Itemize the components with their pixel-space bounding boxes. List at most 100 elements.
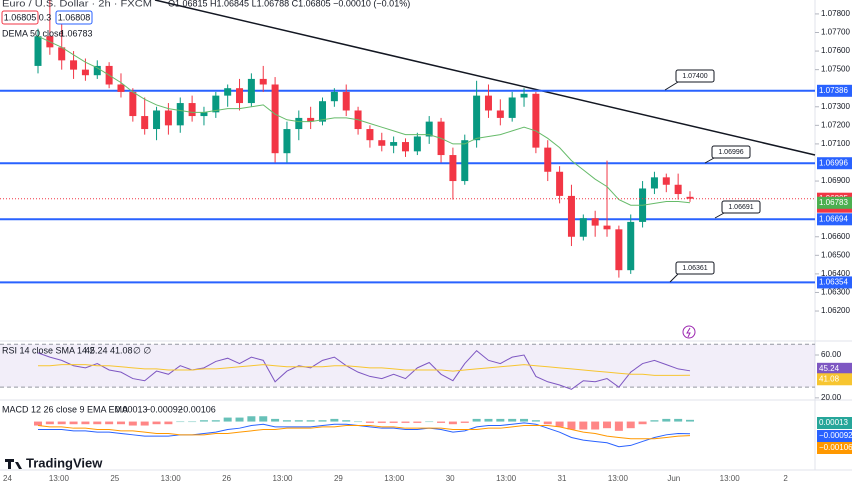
x-tick-label: 31 <box>558 474 567 483</box>
y-tick-label: 1.07300 <box>821 102 850 111</box>
macd-histogram-bar <box>460 421 469 423</box>
macd-histogram-bar <box>650 420 659 422</box>
candle-body <box>164 110 172 126</box>
macd-histogram-bar <box>638 421 647 425</box>
macd-label: −0.00092 <box>819 431 852 440</box>
level-label: 1.06996 <box>819 158 848 167</box>
macd-histogram-bar <box>128 421 137 426</box>
callout-text: 1.07400 <box>682 73 707 80</box>
macd-histogram-bar <box>294 420 303 422</box>
candle-body <box>662 177 670 185</box>
macd-signal-label: −0.00106 <box>819 443 852 452</box>
rsi-band <box>0 344 815 388</box>
macd-histogram-bar <box>686 419 694 422</box>
candle-body <box>176 103 184 126</box>
candle-body <box>532 93 540 148</box>
y-tick-label: 1.07600 <box>821 46 850 55</box>
candle-body <box>259 78 267 85</box>
brand-name: TradingView <box>26 455 103 470</box>
x-tick-label: 26 <box>222 474 231 483</box>
dema-value: 1.06783 <box>60 28 93 38</box>
callout-leader <box>704 157 715 164</box>
macd-histogram-bar <box>389 421 398 423</box>
candle-body <box>591 218 599 226</box>
x-tick-label: 29 <box>334 474 343 483</box>
callout-leader <box>669 273 679 283</box>
x-tick-label: 2 <box>783 474 788 483</box>
x-tick-label: 13:00 <box>161 474 182 483</box>
flash-icon[interactable] <box>682 325 696 339</box>
candle-body <box>330 91 338 102</box>
trend-line <box>154 0 816 156</box>
x-tick-label: 13:00 <box>384 474 405 483</box>
callout-text: 1.06361 <box>682 265 707 272</box>
rsi-line <box>37 350 691 390</box>
candle-body <box>556 171 564 196</box>
candle-body <box>544 147 552 172</box>
macd-histogram-bar <box>223 417 232 422</box>
y-tick-label: 1.06300 <box>821 288 850 297</box>
y-tick-label: 1.07100 <box>821 139 850 148</box>
macd-histogram-bar <box>342 420 351 422</box>
candle-body <box>141 116 149 130</box>
candle-body <box>627 221 635 271</box>
macd-histogram-bar <box>354 421 363 423</box>
rsi-sma-value: 41.08 <box>110 345 133 355</box>
rsi-label: 45.24 <box>819 364 840 373</box>
x-tick-label: 24 <box>3 474 12 483</box>
macd-histogram-bar <box>401 421 410 423</box>
x-tick-label: 13:00 <box>608 474 629 483</box>
macd-histogram-bar <box>484 418 493 422</box>
candle-body <box>449 155 457 182</box>
level-label-bg <box>817 84 852 97</box>
y-tick-label: 1.06200 <box>821 306 850 315</box>
candle-body <box>425 121 433 137</box>
macd-histogram-bar <box>330 418 339 422</box>
macd-histogram-bar <box>543 421 552 425</box>
candle-body <box>461 140 469 182</box>
rsi-value: 45.24 <box>85 345 108 355</box>
rsi-label: 41.08 <box>819 374 840 383</box>
rsi-extra: ∅ ∅ <box>133 345 151 355</box>
macd-histogram-bar <box>235 417 244 422</box>
macd-line <box>37 425 691 440</box>
candle-body <box>117 84 125 92</box>
sell-box[interactable] <box>1 10 39 25</box>
candle-body <box>224 88 232 96</box>
candle-body <box>81 69 89 76</box>
candle-body <box>615 229 623 271</box>
candle-body <box>520 93 528 98</box>
spread: 0.3 <box>39 12 52 22</box>
candle-body <box>70 60 78 70</box>
candle-body <box>378 140 386 146</box>
level-label: 1.07386 <box>819 86 848 95</box>
rsi-label-bg <box>817 362 852 375</box>
macd-title: MACD 12 26 close 9 EMA EMA <box>2 404 128 414</box>
macd-signal-label-bg <box>817 442 852 454</box>
macd-histogram-bar <box>626 421 635 429</box>
candle-body <box>236 88 244 104</box>
symbol-title-visible: Euro / U.S. Dollar · 2h · FXCM <box>2 0 152 8</box>
candle-body <box>390 142 398 146</box>
y-tick-label: 60.00 <box>821 350 842 359</box>
macd-histogram-bar <box>152 421 161 425</box>
candle-body <box>413 136 421 152</box>
x-tick-label: Jun <box>667 474 680 483</box>
macd-histogram-bar <box>69 421 78 425</box>
candle-body <box>295 117 303 130</box>
dema-label: 1.06783 <box>819 198 848 207</box>
callout-box <box>721 200 761 214</box>
candle-body <box>212 95 220 113</box>
buy-box[interactable] <box>55 10 93 25</box>
callout-leader <box>664 81 679 91</box>
y-tick-label: 1.07700 <box>821 28 850 37</box>
level-label-bg <box>817 276 852 289</box>
y-tick-label: 1.07200 <box>821 120 850 129</box>
candle-body <box>34 36 42 66</box>
candle-body <box>366 129 374 141</box>
macd-histogram-bar <box>140 421 149 426</box>
macd-signal-value: −0.00106 <box>178 404 216 414</box>
candle-body <box>271 84 279 154</box>
macd-histogram-bar <box>674 418 683 422</box>
